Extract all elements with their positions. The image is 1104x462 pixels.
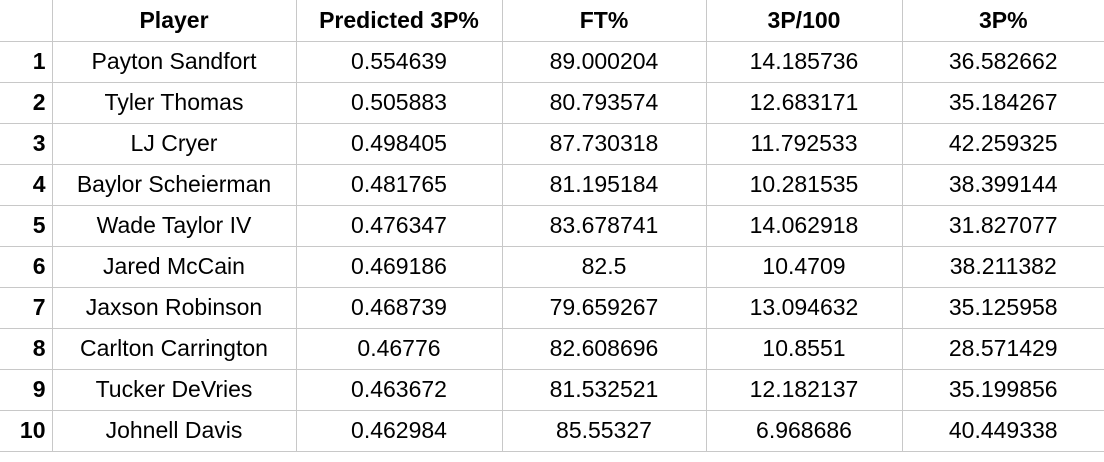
predicted-3p-pct: 0.463672 bbox=[295, 368, 503, 411]
row-index: 7 bbox=[0, 286, 53, 329]
ft-pct: 82.608696 bbox=[501, 327, 707, 370]
3p-per-100: 12.683171 bbox=[705, 81, 903, 124]
player-name: Baylor Scheierman bbox=[51, 163, 297, 206]
player-name: Jared McCain bbox=[51, 245, 297, 288]
3p-pct: 35.199856 bbox=[901, 368, 1104, 411]
player-name: Johnell Davis bbox=[51, 409, 297, 452]
ft-pct: 81.532521 bbox=[501, 368, 707, 411]
3p-pct: 35.125958 bbox=[901, 286, 1104, 329]
ft-pct: 81.195184 bbox=[501, 163, 707, 206]
table-row: 8 Carlton Carrington 0.46776 82.608696 1… bbox=[0, 327, 1104, 370]
3p-per-100: 10.4709 bbox=[705, 245, 903, 288]
ft-pct: 87.730318 bbox=[501, 122, 707, 165]
header-row: Player Predicted 3P% FT% 3P/100 3P% bbox=[0, 0, 1104, 42]
table-row: 4 Baylor Scheierman 0.481765 81.195184 1… bbox=[0, 163, 1104, 206]
table-row: 5 Wade Taylor IV 0.476347 83.678741 14.0… bbox=[0, 204, 1104, 247]
3p-pct: 35.184267 bbox=[901, 81, 1104, 124]
predicted-3p-pct: 0.462984 bbox=[295, 409, 503, 452]
row-index: 8 bbox=[0, 327, 53, 370]
header-3p-per-100: 3P/100 bbox=[705, 0, 903, 42]
table-row: 10 Johnell Davis 0.462984 85.55327 6.968… bbox=[0, 409, 1104, 452]
3p-pct: 38.211382 bbox=[901, 245, 1104, 288]
3p-per-100: 14.062918 bbox=[705, 204, 903, 247]
ft-pct: 85.55327 bbox=[501, 409, 707, 452]
player-name: Wade Taylor IV bbox=[51, 204, 297, 247]
player-name: Carlton Carrington bbox=[51, 327, 297, 370]
row-index: 10 bbox=[0, 409, 53, 452]
player-name: Tucker DeVries bbox=[51, 368, 297, 411]
3p-per-100: 13.094632 bbox=[705, 286, 903, 329]
predicted-3p-pct: 0.554639 bbox=[295, 40, 503, 83]
table-row: 1 Payton Sandfort 0.554639 89.000204 14.… bbox=[0, 40, 1104, 83]
row-index: 9 bbox=[0, 368, 53, 411]
table-row: 7 Jaxson Robinson 0.468739 79.659267 13.… bbox=[0, 286, 1104, 329]
player-name: Tyler Thomas bbox=[51, 81, 297, 124]
table-row: 6 Jared McCain 0.469186 82.5 10.4709 38.… bbox=[0, 245, 1104, 288]
predicted-3p-pct: 0.46776 bbox=[295, 327, 503, 370]
3p-per-100: 10.281535 bbox=[705, 163, 903, 206]
header-ft-pct: FT% bbox=[501, 0, 707, 42]
row-index: 4 bbox=[0, 163, 53, 206]
player-stats-table: Player Predicted 3P% FT% 3P/100 3P% 1 Pa… bbox=[0, 0, 1104, 452]
ft-pct: 82.5 bbox=[501, 245, 707, 288]
ft-pct: 89.000204 bbox=[501, 40, 707, 83]
header-player: Player bbox=[51, 0, 297, 42]
3p-pct: 31.827077 bbox=[901, 204, 1104, 247]
player-name: Payton Sandfort bbox=[51, 40, 297, 83]
header-index bbox=[0, 0, 53, 42]
row-index: 1 bbox=[0, 40, 53, 83]
player-name: Jaxson Robinson bbox=[51, 286, 297, 329]
ft-pct: 80.793574 bbox=[501, 81, 707, 124]
3p-per-100: 6.968686 bbox=[705, 409, 903, 452]
table-row: 3 LJ Cryer 0.498405 87.730318 11.792533 … bbox=[0, 122, 1104, 165]
predicted-3p-pct: 0.505883 bbox=[295, 81, 503, 124]
row-index: 2 bbox=[0, 81, 53, 124]
table-row: 2 Tyler Thomas 0.505883 80.793574 12.683… bbox=[0, 81, 1104, 124]
3p-per-100: 14.185736 bbox=[705, 40, 903, 83]
3p-pct: 42.259325 bbox=[901, 122, 1104, 165]
ft-pct: 79.659267 bbox=[501, 286, 707, 329]
table-row: 9 Tucker DeVries 0.463672 81.532521 12.1… bbox=[0, 368, 1104, 411]
row-index: 3 bbox=[0, 122, 53, 165]
3p-pct: 38.399144 bbox=[901, 163, 1104, 206]
3p-pct: 40.449338 bbox=[901, 409, 1104, 452]
header-3p-pct: 3P% bbox=[901, 0, 1104, 42]
table-body: 1 Payton Sandfort 0.554639 89.000204 14.… bbox=[0, 40, 1104, 452]
player-name: LJ Cryer bbox=[51, 122, 297, 165]
row-index: 5 bbox=[0, 204, 53, 247]
3p-pct: 28.571429 bbox=[901, 327, 1104, 370]
predicted-3p-pct: 0.469186 bbox=[295, 245, 503, 288]
predicted-3p-pct: 0.476347 bbox=[295, 204, 503, 247]
row-index: 6 bbox=[0, 245, 53, 288]
predicted-3p-pct: 0.498405 bbox=[295, 122, 503, 165]
predicted-3p-pct: 0.481765 bbox=[295, 163, 503, 206]
3p-per-100: 12.182137 bbox=[705, 368, 903, 411]
header-predicted-3p-pct: Predicted 3P% bbox=[295, 0, 503, 42]
predicted-3p-pct: 0.468739 bbox=[295, 286, 503, 329]
3p-per-100: 11.792533 bbox=[705, 122, 903, 165]
3p-pct: 36.582662 bbox=[901, 40, 1104, 83]
ft-pct: 83.678741 bbox=[501, 204, 707, 247]
3p-per-100: 10.8551 bbox=[705, 327, 903, 370]
